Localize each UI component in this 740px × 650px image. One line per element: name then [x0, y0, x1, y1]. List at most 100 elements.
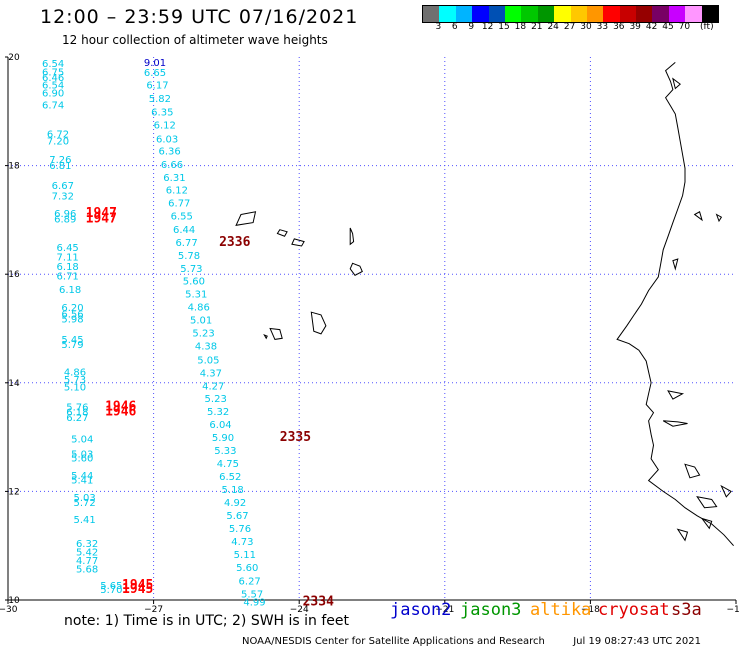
color-scale-label: 21 — [531, 22, 543, 32]
wave-height-value: 6.35 — [151, 108, 173, 119]
color-scale-label: 18 — [514, 22, 527, 32]
wave-height-value: 5.04 — [71, 435, 93, 446]
color-swatch — [636, 6, 653, 22]
island-outline — [667, 390, 685, 400]
color-swatch — [455, 6, 473, 22]
wave-height-value: 6.75 — [42, 67, 64, 78]
wave-height-value: 6.27 — [239, 576, 261, 587]
color-scale-label: 27 — [563, 22, 576, 32]
wave-height-value: 6.36 — [158, 147, 180, 158]
wave-height-value: 6.56 — [61, 310, 83, 321]
color-swatch — [554, 6, 571, 22]
wave-height-value: 5.79 — [61, 340, 83, 351]
legend-s3a: s3a — [671, 600, 702, 620]
y-tick-label: 10 — [8, 596, 20, 606]
wave-height-value: 6.55 — [171, 211, 193, 222]
wave-height-value: 6.18 — [59, 285, 81, 296]
wave-height-value: 5.10 — [64, 382, 86, 393]
x-tick-label: −24 — [290, 605, 309, 615]
color-swatch — [619, 6, 637, 22]
island-outline — [720, 484, 732, 498]
wave-height-value: 6.71 — [57, 272, 79, 283]
wave-height-value: 4.99 — [243, 597, 265, 608]
color-swatch — [521, 6, 538, 22]
color-scale-label: 6 — [451, 22, 458, 32]
wave-height-value: 5.82 — [149, 94, 171, 105]
wave-height-value: 6.20 — [61, 303, 83, 314]
wave-height-value: 4.77 — [76, 556, 98, 567]
wave-height-value: 6.46 — [42, 73, 64, 84]
wave-height-value: 4.75 — [217, 459, 239, 470]
color-scale-label: 24 — [547, 22, 559, 32]
pass-time-label: 1945 — [122, 582, 153, 597]
island-outline — [269, 327, 283, 340]
island-outline — [291, 238, 305, 247]
wave-height-value: 5.32 — [207, 407, 229, 418]
island-outline — [676, 528, 689, 542]
y-tick-label: 12 — [8, 487, 19, 497]
island-outline — [684, 463, 701, 479]
island-outline — [263, 334, 268, 340]
x-tick-label: −15 — [727, 605, 740, 615]
wave-height-value: 6.74 — [42, 101, 64, 112]
wave-height-value: 6.66 — [161, 160, 183, 171]
wave-height-value: 5.18 — [222, 485, 244, 496]
island-outline — [662, 420, 688, 427]
wave-height-value: 6.45 — [57, 243, 79, 254]
wave-height-value: 7.32 — [52, 191, 74, 202]
color-scale-label: 42 — [645, 22, 658, 32]
wave-height-value: 6.96 — [54, 209, 76, 220]
wave-height-value: 5.90 — [212, 433, 234, 444]
wave-height-value: 5.41 — [71, 475, 93, 486]
wave-height-value: 6.27 — [66, 413, 88, 424]
wave-height-value: 6.67 — [52, 181, 74, 192]
coastline — [235, 62, 734, 547]
wave-height-value: 6.18 — [57, 262, 79, 273]
pass-time-label: 1947 — [86, 212, 117, 227]
wave-height-value: 6.54 — [42, 80, 64, 91]
wave-height-value: 5.31 — [185, 290, 207, 301]
units-note: note: 1) Time is in UTC; 2) SWH is in fe… — [64, 613, 350, 629]
pass-time-label: 2335 — [280, 430, 311, 445]
color-scale-label: 33 — [596, 22, 609, 32]
west-africa-coast — [616, 62, 734, 547]
wave-height-value: 7.26 — [49, 155, 71, 166]
island-outline — [310, 311, 327, 335]
color-swatch — [570, 6, 587, 22]
wave-height-value: 6.12 — [166, 185, 188, 196]
color-scale-labels: 3 6 9 12 15 18 21 24 27 30 33 36 39 42 45 70 (ft) — [422, 22, 740, 34]
wave-height-values: 6.546.756.466.546.906.746.727.207.266.81… — [42, 58, 334, 609]
color-swatch — [701, 6, 719, 22]
wave-height-value: 4.86 — [64, 368, 86, 379]
wave-height-value: 6.65 — [144, 68, 166, 79]
wave-height-value: 5.76 — [229, 524, 251, 535]
color-swatch — [603, 6, 620, 22]
island-outline — [276, 229, 288, 237]
wave-height-value: 5.03 — [74, 493, 96, 504]
wave-height-value: 5.76 — [66, 402, 88, 413]
wave-height-value: 5.67 — [226, 511, 248, 522]
wave-height-value: 6.04 — [209, 420, 231, 431]
color-scale-label: 36 — [613, 22, 625, 32]
island-outline — [696, 496, 718, 509]
wave-height-value: 5.73 — [180, 264, 202, 275]
wave-height-value: 5.68 — [76, 564, 98, 575]
island-outline — [235, 211, 257, 226]
wave-height-value: 5.60 — [71, 454, 93, 465]
wave-height-value: 6.18 — [66, 407, 88, 418]
color-swatch — [488, 6, 505, 22]
x-tick-label: −27 — [144, 605, 163, 615]
pass-time-label: 2334 — [303, 594, 334, 609]
island-outline — [349, 262, 363, 276]
x-tick-label: −30 — [0, 605, 18, 615]
x-tick-label: −21 — [435, 605, 454, 615]
wave-height-value: 5.23 — [192, 329, 214, 340]
y-tick-label: 16 — [8, 270, 20, 280]
color-scale-label: 70 — [678, 22, 691, 32]
wave-height-value: 6.54 — [42, 59, 64, 70]
wave-height-value: 5.65 — [100, 581, 122, 592]
x-tick-label: −18 — [581, 605, 600, 615]
color-scale-label: 3 — [435, 22, 442, 32]
legend-jason3: jason3 — [460, 600, 522, 620]
